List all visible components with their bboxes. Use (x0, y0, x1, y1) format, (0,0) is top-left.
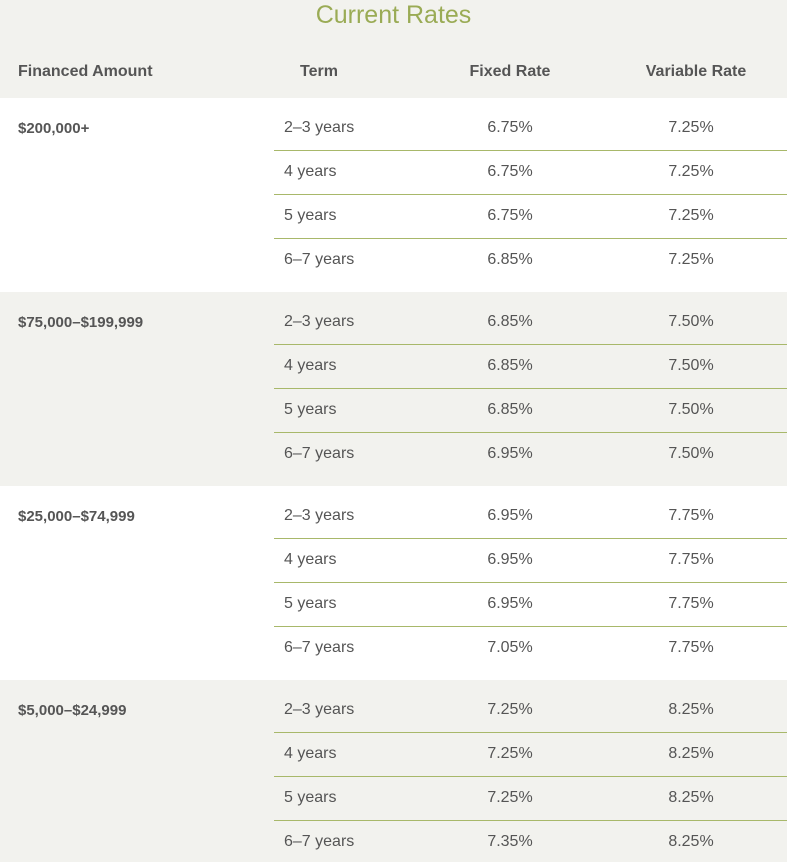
table-row: 5 years 6.75% 7.25% (274, 195, 787, 239)
term-cell: 4 years (284, 357, 337, 374)
table-row: 6–7 years 6.95% 7.50% (274, 433, 787, 477)
financed-amount-label: $5,000–$24,999 (18, 702, 127, 719)
rate-group: $25,000–$74,999 2–3 years 6.95% 7.75% 4 … (0, 486, 787, 680)
table-row: 5 years 6.95% 7.75% (274, 583, 787, 627)
term-cell: 5 years (284, 789, 337, 806)
term-cell: 2–3 years (284, 701, 355, 718)
rate-group: $75,000–$199,999 2–3 years 6.85% 7.50% 4… (0, 292, 787, 486)
fixed-rate-cell: 6.95% (487, 595, 533, 612)
table-row: 4 years 6.95% 7.75% (274, 539, 787, 583)
term-cell: 2–3 years (284, 507, 355, 524)
variable-rate-cell: 7.50% (668, 313, 714, 330)
variable-rate-cell: 8.25% (668, 833, 714, 850)
rate-rows: 2–3 years 6.75% 7.25% 4 years 6.75% 7.25… (274, 107, 787, 283)
fixed-rate-cell: 6.85% (487, 251, 533, 268)
table-row: 2–3 years 6.95% 7.75% (274, 495, 787, 539)
term-cell: 6–7 years (284, 833, 355, 850)
header-term: Term (300, 63, 338, 80)
header-fixed-rate: Fixed Rate (469, 63, 551, 80)
rate-group: $200,000+ 2–3 years 6.75% 7.25% 4 years … (0, 98, 787, 292)
fixed-rate-cell: 6.75% (487, 207, 533, 224)
fixed-rate-cell: 6.95% (487, 551, 533, 568)
rate-rows: 2–3 years 7.25% 8.25% 4 years 7.25% 8.25… (274, 689, 787, 862)
financed-amount-label: $25,000–$74,999 (18, 508, 135, 525)
table-row: 6–7 years 7.35% 8.25% (274, 821, 787, 862)
term-cell: 6–7 years (284, 251, 355, 268)
rate-rows: 2–3 years 6.95% 7.75% 4 years 6.95% 7.75… (274, 495, 787, 671)
fixed-rate-cell: 6.95% (487, 445, 533, 462)
variable-rate-cell: 8.25% (668, 789, 714, 806)
table-row: 4 years 7.25% 8.25% (274, 733, 787, 777)
table-row: 2–3 years 7.25% 8.25% (274, 689, 787, 733)
variable-rate-cell: 7.25% (668, 163, 714, 180)
variable-rate-cell: 7.25% (668, 119, 714, 136)
term-cell: 5 years (284, 207, 337, 224)
header-variable-rate: Variable Rate (645, 63, 747, 80)
fixed-rate-cell: 6.85% (487, 401, 533, 418)
table-row: 4 years 6.75% 7.25% (274, 151, 787, 195)
variable-rate-cell: 7.50% (668, 357, 714, 374)
fixed-rate-cell: 7.05% (487, 639, 533, 656)
term-cell: 4 years (284, 163, 337, 180)
variable-rate-cell: 7.75% (668, 551, 714, 568)
table-row: 6–7 years 6.85% 7.25% (274, 239, 787, 283)
fixed-rate-cell: 7.25% (487, 789, 533, 806)
term-cell: 2–3 years (284, 119, 355, 136)
variable-rate-cell: 7.50% (668, 445, 714, 462)
rate-rows: 2–3 years 6.85% 7.50% 4 years 6.85% 7.50… (274, 301, 787, 477)
term-cell: 4 years (284, 745, 337, 762)
term-cell: 4 years (284, 551, 337, 568)
fixed-rate-cell: 6.85% (487, 357, 533, 374)
variable-rate-cell: 8.25% (668, 701, 714, 718)
variable-rate-cell: 7.75% (668, 639, 714, 656)
header-financed-amount: Financed Amount (18, 63, 153, 80)
table-row: 2–3 years 6.75% 7.25% (274, 107, 787, 151)
term-cell: 5 years (284, 401, 337, 418)
table-row: 6–7 years 7.05% 7.75% (274, 627, 787, 671)
fixed-rate-cell: 6.85% (487, 313, 533, 330)
fixed-rate-cell: 6.75% (487, 163, 533, 180)
fixed-rate-cell: 7.25% (487, 701, 533, 718)
term-cell: 6–7 years (284, 639, 355, 656)
fixed-rate-cell: 6.75% (487, 119, 533, 136)
variable-rate-cell: 8.25% (668, 745, 714, 762)
fixed-rate-cell: 6.95% (487, 507, 533, 524)
variable-rate-cell: 7.25% (668, 207, 714, 224)
term-cell: 2–3 years (284, 313, 355, 330)
financed-amount-label: $75,000–$199,999 (18, 314, 144, 331)
fixed-rate-cell: 7.35% (487, 833, 533, 850)
fixed-rate-cell: 7.25% (487, 745, 533, 762)
table-row: 4 years 6.85% 7.50% (274, 345, 787, 389)
rate-group: $5,000–$24,999 2–3 years 7.25% 8.25% 4 y… (0, 680, 787, 862)
term-cell: 6–7 years (284, 445, 355, 462)
table-row: 2–3 years 6.85% 7.50% (274, 301, 787, 345)
variable-rate-cell: 7.75% (668, 595, 714, 612)
table-row: 5 years 7.25% 8.25% (274, 777, 787, 821)
table-header: Financed Amount Term Fixed Rate Variable… (0, 44, 787, 98)
financed-amount-label: $200,000+ (18, 120, 90, 137)
table-row: 5 years 6.85% 7.50% (274, 389, 787, 433)
term-cell: 5 years (284, 595, 337, 612)
variable-rate-cell: 7.75% (668, 507, 714, 524)
page-title: Current Rates (315, 1, 472, 29)
variable-rate-cell: 7.50% (668, 401, 714, 418)
variable-rate-cell: 7.25% (668, 251, 714, 268)
